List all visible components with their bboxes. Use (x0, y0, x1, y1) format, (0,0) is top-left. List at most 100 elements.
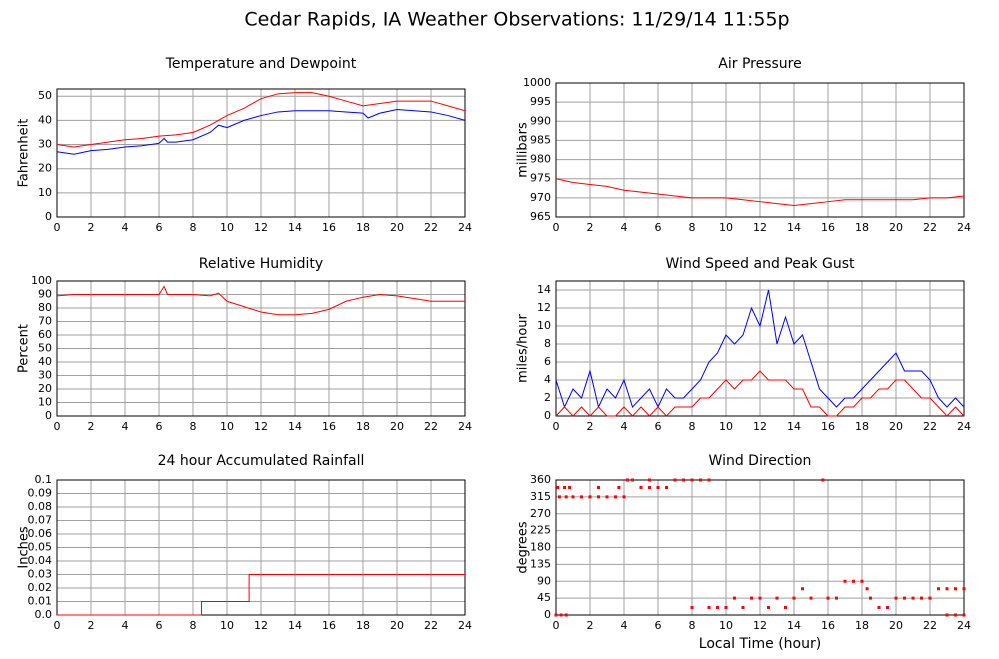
x-tick-label: 14 (787, 420, 801, 433)
x-tick-label: 18 (356, 420, 370, 433)
data-point (962, 587, 966, 591)
x-tick-label: 4 (621, 619, 628, 632)
y-tick-label: 20 (38, 382, 52, 395)
x-tick-label: 18 (855, 619, 869, 632)
x-tick-label: 8 (689, 420, 696, 433)
page-title: Cedar Rapids, IA Weather Observations: 1… (244, 9, 789, 31)
data-point (928, 596, 932, 600)
x-tick-label: 12 (753, 221, 767, 234)
data-line (555, 289, 965, 409)
x-tick-label: 0 (553, 619, 560, 632)
data-point (707, 606, 711, 609)
y-axis-label: Inches (17, 526, 32, 568)
x-axis-label: Local Time (hour) (699, 636, 821, 652)
x-tick-label: 14 (787, 619, 801, 632)
x-tick-label: 16 (322, 221, 336, 234)
data-point (625, 478, 629, 482)
data-point (568, 486, 572, 489)
x-tick-label: 16 (821, 619, 835, 632)
x-tick-label: 2 (587, 420, 594, 433)
y-tick-label: 70 (38, 315, 52, 328)
x-tick-label: 16 (821, 420, 835, 433)
data-point (903, 596, 906, 600)
data-line (56, 285, 465, 316)
y-axis-label: Percent (17, 324, 32, 373)
chart-title: Wind Direction (709, 453, 812, 469)
data-point (835, 596, 838, 600)
x-tick-label: 10 (220, 221, 234, 234)
y-tick-label: 6 (544, 355, 551, 368)
x-tick-label: 24 (957, 420, 971, 433)
data-point (894, 596, 898, 600)
y-tick-label: 4 (544, 373, 551, 386)
x-tick-label: 16 (322, 420, 336, 433)
y-tick-label: 45 (537, 591, 551, 604)
data-line (56, 109, 466, 155)
x-tick-label: 18 (855, 420, 869, 433)
x-tick-label: 10 (719, 619, 733, 632)
x-tick-label: 0 (553, 221, 560, 234)
data-point (945, 587, 949, 591)
y-tick-label: 100 (31, 274, 52, 287)
x-tick-label: 20 (889, 221, 903, 234)
x-tick-label: 6 (156, 420, 163, 433)
data-point (801, 587, 804, 591)
data-line (56, 92, 466, 148)
y-tick-label: 8 (544, 337, 551, 350)
y-tick-label: 990 (530, 114, 551, 127)
x-tick-label: 20 (390, 619, 404, 632)
data-point (954, 587, 957, 591)
data-point (852, 579, 855, 583)
data-point (690, 606, 694, 609)
x-tick-label: 2 (88, 619, 95, 632)
y-tick-label: 20 (38, 162, 52, 175)
x-tick-label: 24 (458, 619, 472, 632)
y-tick-label: 360 (530, 473, 551, 486)
y-tick-label: 10 (38, 186, 52, 199)
y-tick-label: 0 (45, 210, 52, 223)
y-tick-label: 0.07 (28, 514, 53, 527)
x-tick-label: 10 (220, 619, 234, 632)
plot-frame (56, 280, 466, 417)
x-tick-label: 24 (458, 420, 472, 433)
x-tick-label: 12 (254, 619, 268, 632)
data-point (865, 587, 869, 591)
x-tick-label: 6 (156, 221, 163, 234)
x-tick-label: 8 (689, 221, 696, 234)
data-point (699, 478, 702, 482)
y-tick-label: 0.03 (28, 568, 53, 581)
x-tick-label: 22 (923, 221, 937, 234)
data-point (962, 613, 966, 617)
y-tick-label: 40 (38, 113, 52, 126)
y-tick-label: 40 (38, 355, 52, 368)
x-tick-label: 4 (122, 420, 129, 433)
plot-frame (56, 88, 466, 218)
x-tick-label: 4 (621, 420, 628, 433)
data-point (724, 606, 728, 609)
data-point (826, 596, 830, 600)
data-point (631, 478, 634, 482)
x-tick-label: 0 (54, 619, 61, 632)
y-tick-label: 12 (537, 301, 551, 314)
x-tick-label: 24 (957, 221, 971, 234)
x-tick-label: 20 (889, 420, 903, 433)
data-line (555, 178, 965, 207)
y-axis-label: degrees (516, 521, 531, 574)
x-tick-label: 22 (923, 420, 937, 433)
x-tick-label: 20 (390, 221, 404, 234)
x-tick-label: 2 (587, 221, 594, 234)
y-tick-label: 50 (38, 342, 52, 355)
y-tick-label: 10 (537, 319, 551, 332)
y-tick-label: 965 (530, 210, 551, 223)
x-tick-label: 24 (957, 619, 971, 632)
data-point (564, 495, 568, 499)
y-tick-label: 975 (530, 172, 551, 185)
y-tick-label: 225 (530, 524, 551, 537)
data-point (869, 596, 872, 600)
data-point (792, 596, 796, 600)
data-point (614, 495, 617, 499)
data-point (617, 486, 621, 489)
y-tick-label: 985 (530, 133, 551, 146)
x-tick-label: 10 (220, 420, 234, 433)
y-tick-label: 270 (530, 507, 551, 520)
